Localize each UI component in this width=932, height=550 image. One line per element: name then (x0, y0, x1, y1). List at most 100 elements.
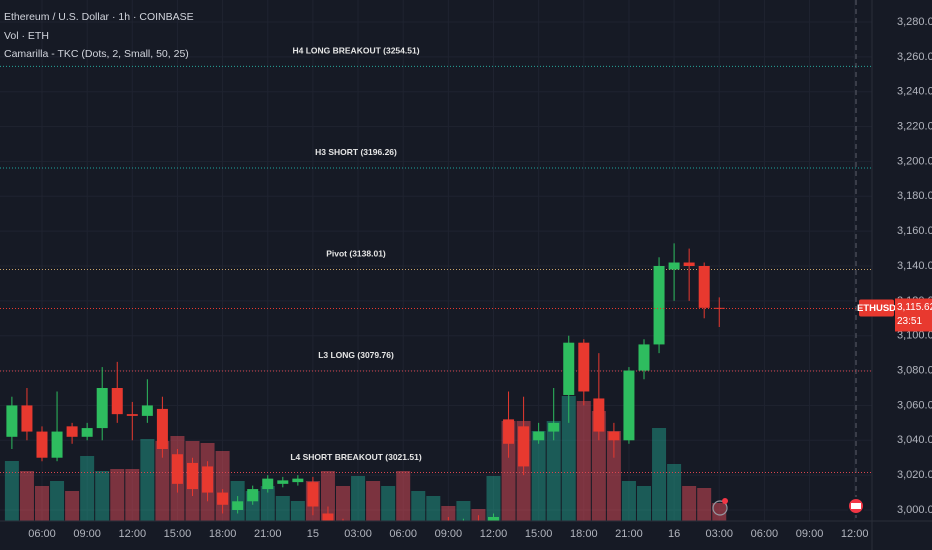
event-icon[interactable] (847, 497, 865, 515)
candle-body (36, 431, 48, 458)
alert-dot (722, 498, 728, 504)
volume-bar (125, 469, 140, 521)
candle-body (683, 262, 695, 266)
candle-body (66, 426, 78, 437)
volume-bar (35, 486, 49, 521)
candle-body (518, 426, 530, 467)
last-price-label: 3,115.62 (897, 302, 932, 313)
candles-layer (0, 243, 872, 521)
candle-body (171, 454, 183, 484)
candle-body (247, 489, 259, 502)
volume-bar (667, 464, 682, 521)
x-tick-label: 06:00 (28, 528, 56, 540)
volume-bar (155, 441, 170, 521)
candle-body (698, 266, 710, 308)
level-label: H3 SHORT (3196.26) (315, 147, 397, 157)
x-tick-label: 03:00 (705, 528, 733, 540)
candle-body (156, 408, 168, 449)
chart-title: Ethereum / U.S. Dollar · 1h · COINBASE (4, 11, 194, 23)
y-tick-label: 3,040.00 (897, 434, 932, 446)
x-tick-label: 18:00 (570, 528, 598, 540)
y-tick-label: 3,280.00 (897, 16, 932, 28)
volume-bar (576, 401, 591, 521)
candle-body (548, 422, 560, 432)
candle-body (51, 431, 63, 458)
y-tick-label: 3,220.00 (897, 120, 932, 132)
x-tick-label: 12:00 (480, 528, 508, 540)
candle-body (578, 342, 590, 392)
volume-bar (637, 486, 651, 521)
x-tick-label: 16 (668, 528, 680, 540)
candle-body (6, 405, 18, 437)
y-tick-label: 3,160.00 (897, 225, 932, 237)
level-label: Pivot (3138.01) (326, 249, 386, 259)
symbol-tag (859, 299, 894, 317)
levels-layer (0, 65, 872, 474)
x-tick-label: 15 (307, 528, 319, 540)
candle-body (638, 344, 650, 371)
volume-bar (652, 428, 667, 521)
candle-body (623, 370, 635, 441)
volume-bar (471, 509, 486, 521)
volume-bar (110, 469, 125, 521)
candle-body (202, 466, 214, 493)
volume-bar (501, 421, 516, 521)
volume-bar (396, 471, 411, 521)
volume-bar (682, 486, 697, 521)
level-label: H4 LONG BREAKOUT (3254.51) (292, 46, 419, 56)
x-tick-label: 09:00 (73, 528, 101, 540)
y-tick-label: 3,020.00 (897, 469, 932, 481)
candle-body (653, 266, 665, 345)
candle-body (608, 431, 620, 441)
volume-bar (561, 396, 576, 521)
candle-body (126, 414, 138, 416)
y-tick-label: 3,240.00 (897, 86, 932, 98)
volume-bar (426, 496, 441, 521)
x-tick-label: 18:00 (209, 528, 237, 540)
volume-bar (621, 481, 636, 521)
volume-bar (50, 481, 65, 521)
volume-bar (351, 476, 366, 521)
countdown-label: 23:51 (897, 316, 922, 327)
volume-bar (336, 486, 350, 521)
x-tick-label: 06:00 (751, 528, 779, 540)
y-tick-label: 3,200.00 (897, 155, 932, 167)
candle-body (232, 501, 244, 510)
grid (0, 0, 872, 521)
x-tick-label: 12:00 (841, 528, 869, 540)
candle-body (81, 428, 93, 437)
level-label: L3 LONG (3079.76) (318, 350, 394, 360)
indicator-legend: Camarilla - TKC (Dots, 2, Small, 50, 25) (4, 48, 189, 60)
candle-body (668, 262, 680, 270)
y-tick-label: 3,180.00 (897, 190, 932, 202)
candle-body (187, 462, 198, 490)
y-tick-label: 3,260.00 (897, 51, 932, 63)
volume-bar (19, 471, 34, 521)
volume-bar (531, 431, 546, 521)
x-tick-label: 03:00 (344, 528, 372, 540)
candle-body (488, 516, 499, 521)
symbol-label: ETHUSD (857, 303, 896, 314)
candle-body (111, 388, 123, 415)
candle-body (593, 398, 605, 432)
volume-legend: Vol · ETH (4, 30, 49, 42)
volume-bar (320, 471, 335, 521)
candle-body (277, 480, 289, 484)
x-tick-label: 21:00 (254, 528, 282, 540)
y-tick-label: 3,060.00 (897, 399, 932, 411)
candle-body (307, 482, 319, 507)
volume-bar (4, 461, 19, 521)
volume-bar (140, 439, 155, 521)
level-label: L4 SHORT BREAKOUT (3021.51) (290, 452, 421, 462)
candle-body (141, 405, 153, 416)
candle-body (503, 419, 515, 444)
alert-icon[interactable] (712, 498, 728, 516)
volume-bar (486, 476, 501, 521)
x-tick-label: 09:00 (796, 528, 824, 540)
candle-body (21, 405, 33, 432)
volume-bar (441, 506, 456, 521)
y-tick-label: 3,140.00 (897, 260, 932, 272)
x-tick-label: 09:00 (435, 528, 463, 540)
y-tick-label: 3,080.00 (897, 364, 932, 376)
